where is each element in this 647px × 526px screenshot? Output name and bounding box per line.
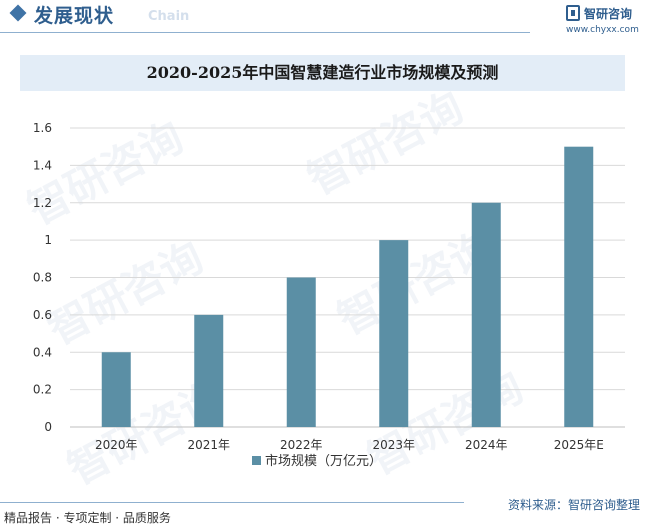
- bar: [101, 352, 131, 427]
- y-tick-label: 1.2: [33, 196, 52, 210]
- footer-slogan: 精品报告 · 专项定制 · 品质服务: [4, 511, 171, 525]
- footer-divider: [0, 502, 464, 503]
- chart-title: 2020-2025年中国智慧建造行业市场规模及预测: [20, 55, 625, 91]
- x-tick-label: 2022年: [280, 438, 323, 452]
- section-subtitle: Chain: [148, 9, 190, 24]
- brand-name: 智研咨询: [584, 6, 633, 21]
- y-tick-label: 1: [44, 233, 52, 247]
- bar: [194, 314, 224, 427]
- y-tick-label: 0: [44, 420, 52, 434]
- section-title: 发展现状: [34, 5, 115, 27]
- bar: [471, 202, 501, 427]
- header-divider: [0, 32, 530, 33]
- brand-logo-icon: [566, 5, 580, 21]
- x-tick-label: 2025年E: [554, 438, 604, 452]
- legend-swatch: [252, 456, 261, 465]
- brand-logo: 智研咨询: [566, 3, 632, 23]
- x-tick-label: 2024年: [465, 438, 508, 452]
- section-header: 发展现状 Chain: [0, 0, 647, 36]
- x-tick-label: 2021年: [187, 438, 230, 452]
- brand-url: www.chyxx.com: [566, 25, 639, 35]
- y-tick-label: 0.8: [33, 271, 52, 285]
- bar: [286, 277, 316, 427]
- x-tick-label: 2020年: [95, 438, 138, 452]
- bar: [379, 240, 409, 427]
- bar: [564, 146, 594, 427]
- y-tick-label: 1.6: [33, 121, 52, 135]
- source-note: 资料来源：智研咨询整理: [508, 498, 641, 512]
- y-tick-label: 0.4: [33, 345, 52, 359]
- y-tick-label: 0.6: [33, 308, 52, 322]
- y-tick-label: 1.4: [33, 158, 52, 172]
- legend-label: 市场规模（万亿元）: [265, 453, 382, 469]
- y-tick-label: 0.2: [33, 383, 52, 397]
- x-tick-label: 2023年: [372, 438, 415, 452]
